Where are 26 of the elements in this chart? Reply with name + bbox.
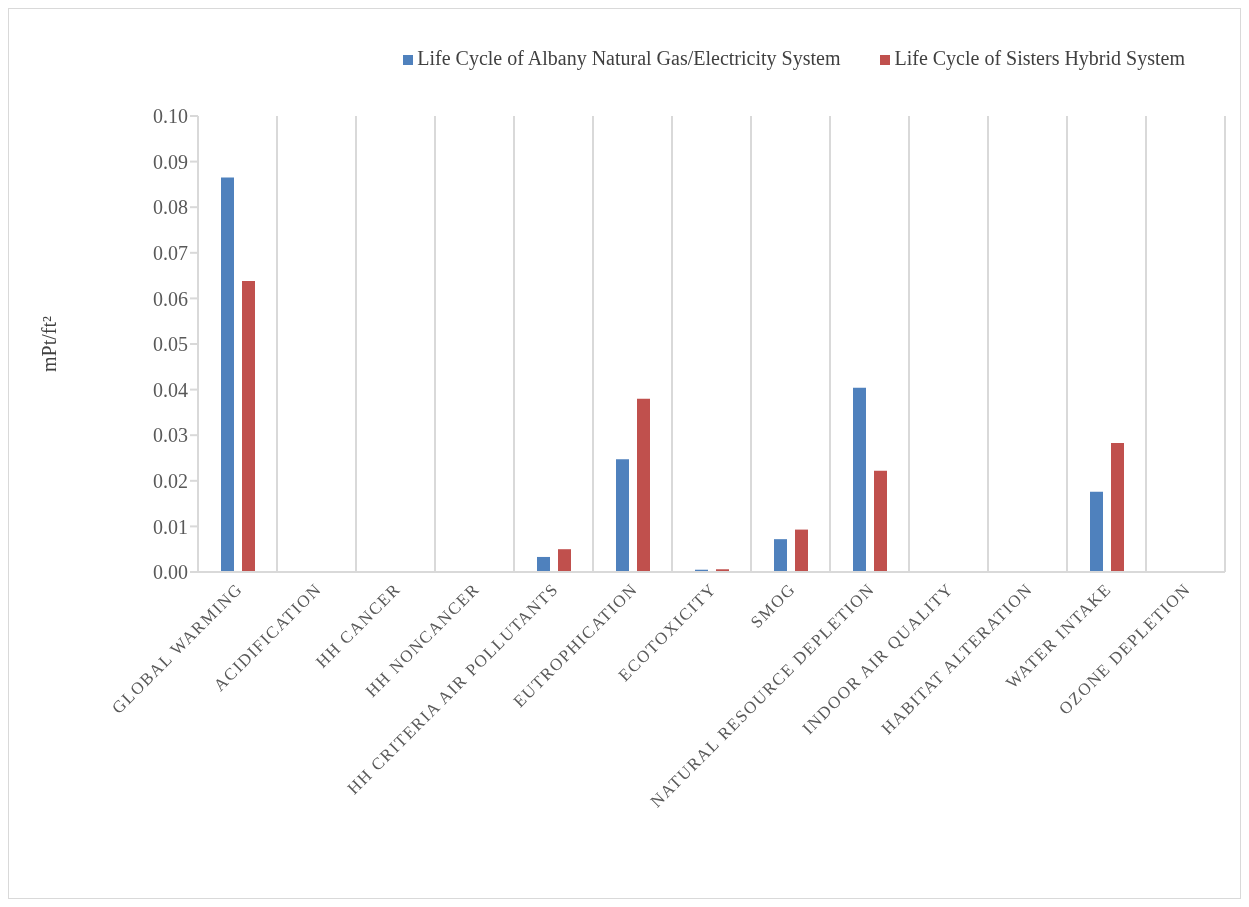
bar — [616, 459, 629, 572]
y-tick-label: 0.05 — [153, 333, 188, 356]
y-tick-label: 0.03 — [153, 424, 188, 447]
y-tick-label: 0.07 — [153, 241, 188, 264]
bar — [853, 387, 866, 572]
y-axis-title: mPt/ft² — [38, 315, 61, 373]
bar — [242, 281, 255, 572]
bar — [774, 539, 787, 572]
bar — [795, 529, 808, 572]
y-tick-label: 0.02 — [153, 469, 188, 492]
y-tick-label: 0.00 — [153, 561, 188, 584]
y-tick-label: 0.06 — [153, 287, 188, 310]
bar — [537, 556, 550, 572]
y-tick-label: 0.08 — [153, 196, 188, 219]
bar — [874, 470, 887, 572]
bar — [221, 177, 234, 572]
bar — [1090, 491, 1103, 572]
y-tick-label: 0.09 — [153, 150, 188, 173]
y-tick-label: 0.10 — [153, 105, 188, 128]
legend-label: Life Cycle of Sisters Hybrid System — [894, 47, 1185, 69]
bar — [637, 398, 650, 572]
legend-label: Life Cycle of Albany Natural Gas/Electricity System — [417, 47, 841, 69]
y-tick-label: 0.04 — [153, 378, 188, 401]
y-tick-label: 0.01 — [153, 515, 188, 538]
bar — [1111, 442, 1124, 572]
bar — [558, 549, 571, 572]
